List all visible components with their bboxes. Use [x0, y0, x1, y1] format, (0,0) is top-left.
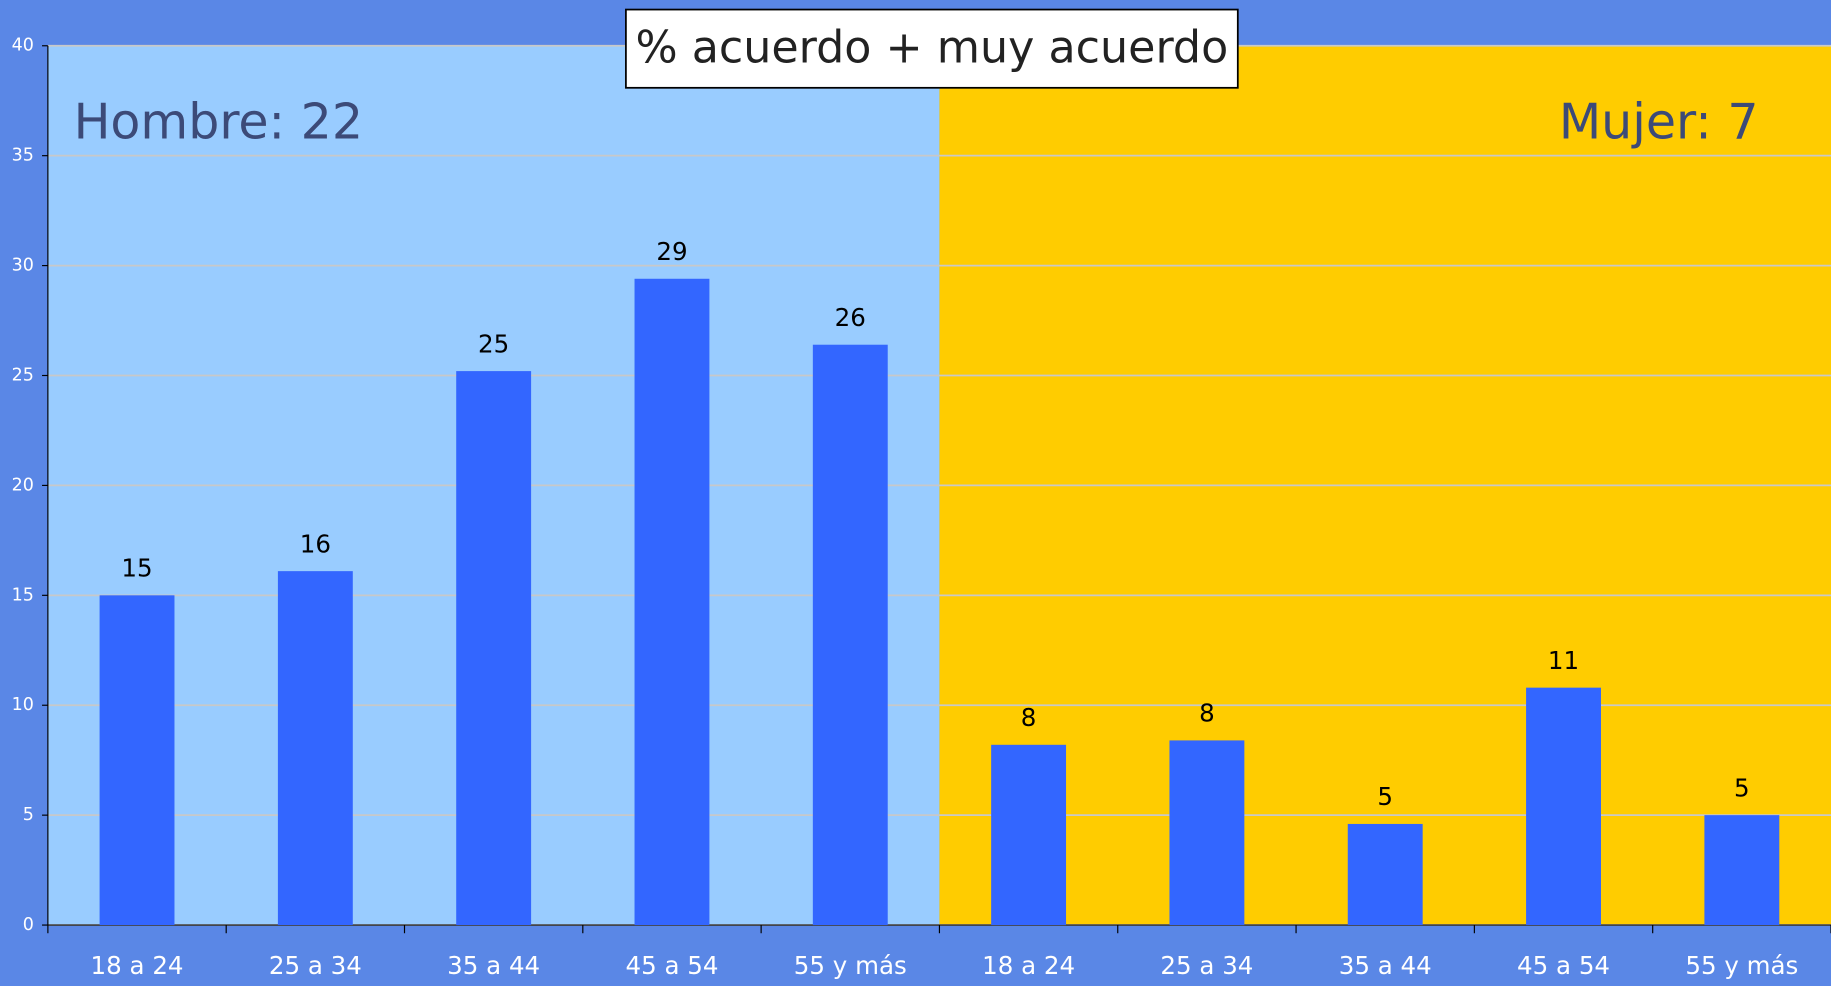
marks: 18 a 24 15 25 a 34 16 35 a 44 25 45 a 54 29 55 y… [91, 237, 1799, 980]
bar [456, 371, 532, 926]
x-tick-label: 25 a 34 [269, 951, 362, 980]
annotation: Mujer: 7 [1559, 93, 1759, 151]
y-tick-label: 35 [12, 146, 34, 166]
bar [1169, 740, 1245, 926]
x-tick-label: 55 y más [794, 951, 907, 980]
y-tick-label: 30 [12, 256, 34, 276]
x-tick-label: 45 a 54 [625, 951, 718, 980]
bar [812, 344, 888, 926]
y-tick-label: 15 [12, 585, 34, 605]
x-tick-label: 18 a 24 [982, 951, 1075, 980]
data-label: 29 [656, 237, 687, 266]
data-label: 16 [300, 529, 331, 558]
data-label: 11 [1548, 646, 1579, 675]
y-tick-label: 5 [23, 805, 34, 825]
data-label: 25 [478, 329, 509, 358]
x-tick-label: 55 y más [1685, 951, 1798, 980]
bar [99, 595, 175, 926]
annotation: Hombre: 22 [74, 93, 364, 151]
bar [277, 571, 353, 926]
y-tick-label: 25 [12, 365, 34, 385]
bar [1526, 687, 1601, 926]
x-tick-label: 35 a 44 [447, 951, 540, 980]
data-label: 8 [1021, 703, 1037, 732]
x-tick-label: 35 a 44 [1339, 951, 1432, 980]
x-tick-label: 18 a 24 [91, 951, 184, 980]
data-label: 26 [835, 303, 866, 332]
y-tick-label: 0 [23, 915, 34, 935]
chart-title: % acuerdo + muy acuerdo [635, 22, 1228, 73]
data-label: 15 [121, 554, 152, 583]
x-tick-label: 25 a 34 [1160, 951, 1253, 980]
bar [634, 278, 710, 926]
data-label: 5 [1377, 782, 1393, 811]
y-tick-label: 10 [12, 695, 34, 715]
y-tick-label: 40 [12, 36, 34, 56]
x-tick-label: 45 a 54 [1517, 951, 1610, 980]
bar [991, 744, 1067, 926]
bar [1704, 815, 1780, 926]
y-tick-label: 20 [12, 475, 34, 495]
data-label: 5 [1734, 773, 1750, 802]
data-label: 8 [1199, 699, 1215, 728]
bar [1347, 823, 1423, 926]
title-box [625, 8, 1239, 89]
